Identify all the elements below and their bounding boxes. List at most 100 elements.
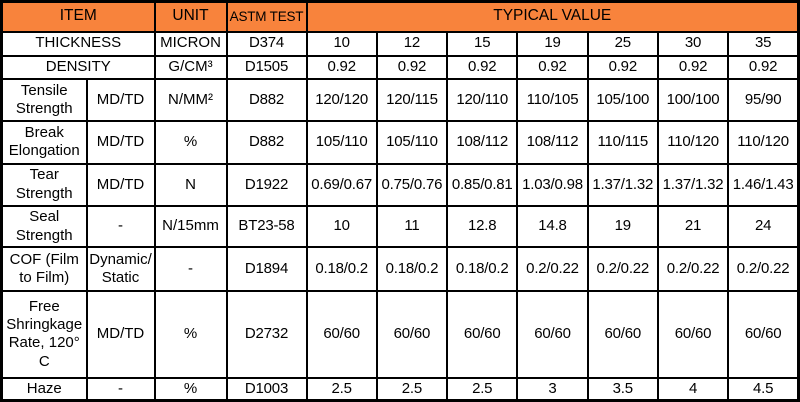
item-cell: Seal Strength bbox=[0, 204, 88, 249]
value-cell: 120/115 bbox=[375, 77, 449, 123]
astm-cell: D1922 bbox=[225, 162, 308, 207]
col-header-unit: UNIT bbox=[153, 0, 228, 33]
unit-cell: - bbox=[153, 246, 228, 292]
value-cell: 3.5 bbox=[586, 377, 659, 402]
value-cell: 105/110 bbox=[305, 120, 378, 165]
unit-cell: G/CM³ bbox=[153, 54, 228, 80]
value-cell: 0.18/0.2 bbox=[375, 246, 449, 292]
astm-cell: D882 bbox=[225, 77, 308, 123]
value-cell: 0.18/0.2 bbox=[446, 246, 519, 292]
astm-cell: BT23-58 bbox=[225, 204, 308, 249]
table-row: Seal Strength - N/15mm BT23-58 10 11 12.8 14.8 1… bbox=[0, 204, 800, 249]
value-cell: 35 bbox=[727, 30, 800, 57]
table-row: Haze -% D1003 2.5 2.5 2.5 3 3.5 4 4.5 bbox=[0, 377, 800, 402]
value-cell: 120/120 bbox=[305, 77, 378, 123]
value-cell: 108/112 bbox=[446, 120, 519, 165]
value-cell: 2.5 bbox=[305, 377, 378, 402]
value-cell: 110/105 bbox=[516, 77, 589, 123]
value-cell: 60/60 bbox=[516, 289, 589, 380]
value-cell: 11 bbox=[375, 204, 449, 249]
value-cell: 0.2/0.22 bbox=[656, 246, 730, 292]
table-row: Tensile Strength MD/TD N/MM² D882 120/120 120… bbox=[0, 77, 800, 123]
value-cell: 0.92 bbox=[446, 54, 519, 80]
value-cell: 0.92 bbox=[516, 54, 589, 80]
value-cell: 105/100 bbox=[586, 77, 659, 123]
value-cell: 15 bbox=[446, 30, 519, 57]
value-cell: 12.8 bbox=[446, 204, 519, 249]
table-row: Tear Strength MD/TD N D1922 0.69/0.67 0.75/0.… bbox=[0, 162, 800, 207]
value-cell: 4 bbox=[656, 377, 730, 402]
unit-cell: N/15mm bbox=[153, 204, 228, 249]
value-cell: 19 bbox=[516, 30, 589, 57]
value-cell: 0.92 bbox=[586, 54, 659, 80]
item-cell: Break Elongation bbox=[0, 120, 88, 165]
value-cell: 4.5 bbox=[727, 377, 800, 402]
col-header-astm-test: ASTM TEST bbox=[225, 0, 308, 33]
value-cell: 12 bbox=[375, 30, 449, 57]
value-cell: 2.5 bbox=[375, 377, 449, 402]
table-row: Free Shringkage Rate, 120° C MD/TD% D2732 6… bbox=[0, 289, 800, 380]
item-cell: Free Shringkage Rate, 120° C bbox=[0, 289, 88, 380]
value-cell: 95/90 bbox=[727, 77, 800, 123]
value-cell: 60/60 bbox=[375, 289, 449, 380]
value-cell: 10 bbox=[305, 30, 378, 57]
unit-cell: % bbox=[153, 120, 228, 165]
unit-cell: % bbox=[153, 289, 228, 380]
unit-cell: % bbox=[153, 377, 228, 402]
astm-cell: D374 bbox=[225, 30, 308, 57]
item-sub-cell: MD/TD bbox=[85, 120, 156, 165]
astm-cell: D1003 bbox=[225, 377, 308, 402]
value-cell: 0.18/0.2 bbox=[305, 246, 378, 292]
col-header-typical-value: TYPICAL VALUE bbox=[305, 0, 800, 33]
value-cell: 24 bbox=[727, 204, 800, 249]
item-cell: DENSITY bbox=[0, 54, 156, 80]
value-cell: 108/112 bbox=[516, 120, 589, 165]
item-sub-cell: Dynamic/Static bbox=[85, 246, 156, 292]
table-body: THICKNESS MICRON D374 10 12 15 19 25 30 35 DENSITY… bbox=[0, 30, 800, 402]
value-cell: 19 bbox=[586, 204, 659, 249]
value-cell: 110/120 bbox=[656, 120, 730, 165]
value-cell: 100/100 bbox=[656, 77, 730, 123]
item-sub-cell: MD/TD bbox=[85, 162, 156, 207]
value-cell: 0.2/0.22 bbox=[727, 246, 800, 292]
value-cell: 21 bbox=[656, 204, 730, 249]
value-cell: 0.85/0.81 bbox=[446, 162, 519, 207]
item-sub-cell: MD/TD bbox=[85, 77, 156, 123]
astm-cell: D1894 bbox=[225, 246, 308, 292]
value-cell: 60/60 bbox=[656, 289, 730, 380]
value-cell: 1.03/0.98 bbox=[516, 162, 589, 207]
value-cell: 30 bbox=[656, 30, 730, 57]
value-cell: 1.37/1.32 bbox=[656, 162, 730, 207]
value-cell: 2.5 bbox=[446, 377, 519, 402]
value-cell: 0.69/0.67 bbox=[305, 162, 378, 207]
header-row: ITEM UNIT ASTM TEST TYPICAL VALUE bbox=[0, 0, 800, 33]
value-cell: 120/110 bbox=[446, 77, 519, 123]
value-cell: 60/60 bbox=[305, 289, 378, 380]
astm-cell: D882 bbox=[225, 120, 308, 165]
value-cell: 0.75/0.76 bbox=[375, 162, 449, 207]
value-cell: 25 bbox=[586, 30, 659, 57]
value-cell: 1.46/1.43 bbox=[727, 162, 800, 207]
unit-cell: N bbox=[153, 162, 228, 207]
astm-cell: D1505 bbox=[225, 54, 308, 80]
item-cell: THICKNESS bbox=[0, 30, 156, 57]
table-row: THICKNESS MICRON D374 10 12 15 19 25 30 35 bbox=[0, 30, 800, 57]
unit-cell: MICRON bbox=[153, 30, 228, 57]
table-row: Break Elongation MD/TD% D882 105/110 105/110… bbox=[0, 120, 800, 165]
value-cell: 10 bbox=[305, 204, 378, 249]
astm-cell: D2732 bbox=[225, 289, 308, 380]
value-cell: 60/60 bbox=[727, 289, 800, 380]
value-cell: 0.92 bbox=[305, 54, 378, 80]
item-cell: Tensile Strength bbox=[0, 77, 88, 123]
value-cell: 0.2/0.22 bbox=[516, 246, 589, 292]
value-cell: 105/110 bbox=[375, 120, 449, 165]
item-cell: Tear Strength bbox=[0, 162, 88, 207]
value-cell: 0.92 bbox=[375, 54, 449, 80]
value-cell: 60/60 bbox=[586, 289, 659, 380]
value-cell: 0.92 bbox=[727, 54, 800, 80]
value-cell: 14.8 bbox=[516, 204, 589, 249]
item-cell: Haze bbox=[0, 377, 88, 402]
col-header-item: ITEM bbox=[0, 0, 156, 33]
value-cell: 60/60 bbox=[446, 289, 519, 380]
